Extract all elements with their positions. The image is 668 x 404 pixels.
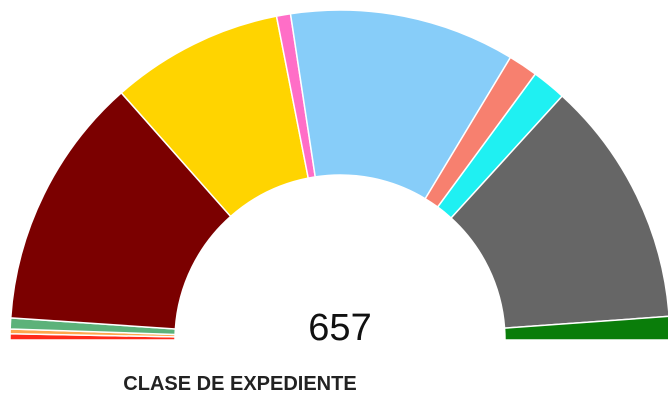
segment (289, 9, 512, 200)
total-label: 657 (308, 307, 371, 349)
chart-title: CLASE DE EXPEDIENTE (123, 373, 356, 395)
segment (450, 94, 668, 329)
segment (503, 315, 668, 341)
segments (9, 9, 668, 341)
